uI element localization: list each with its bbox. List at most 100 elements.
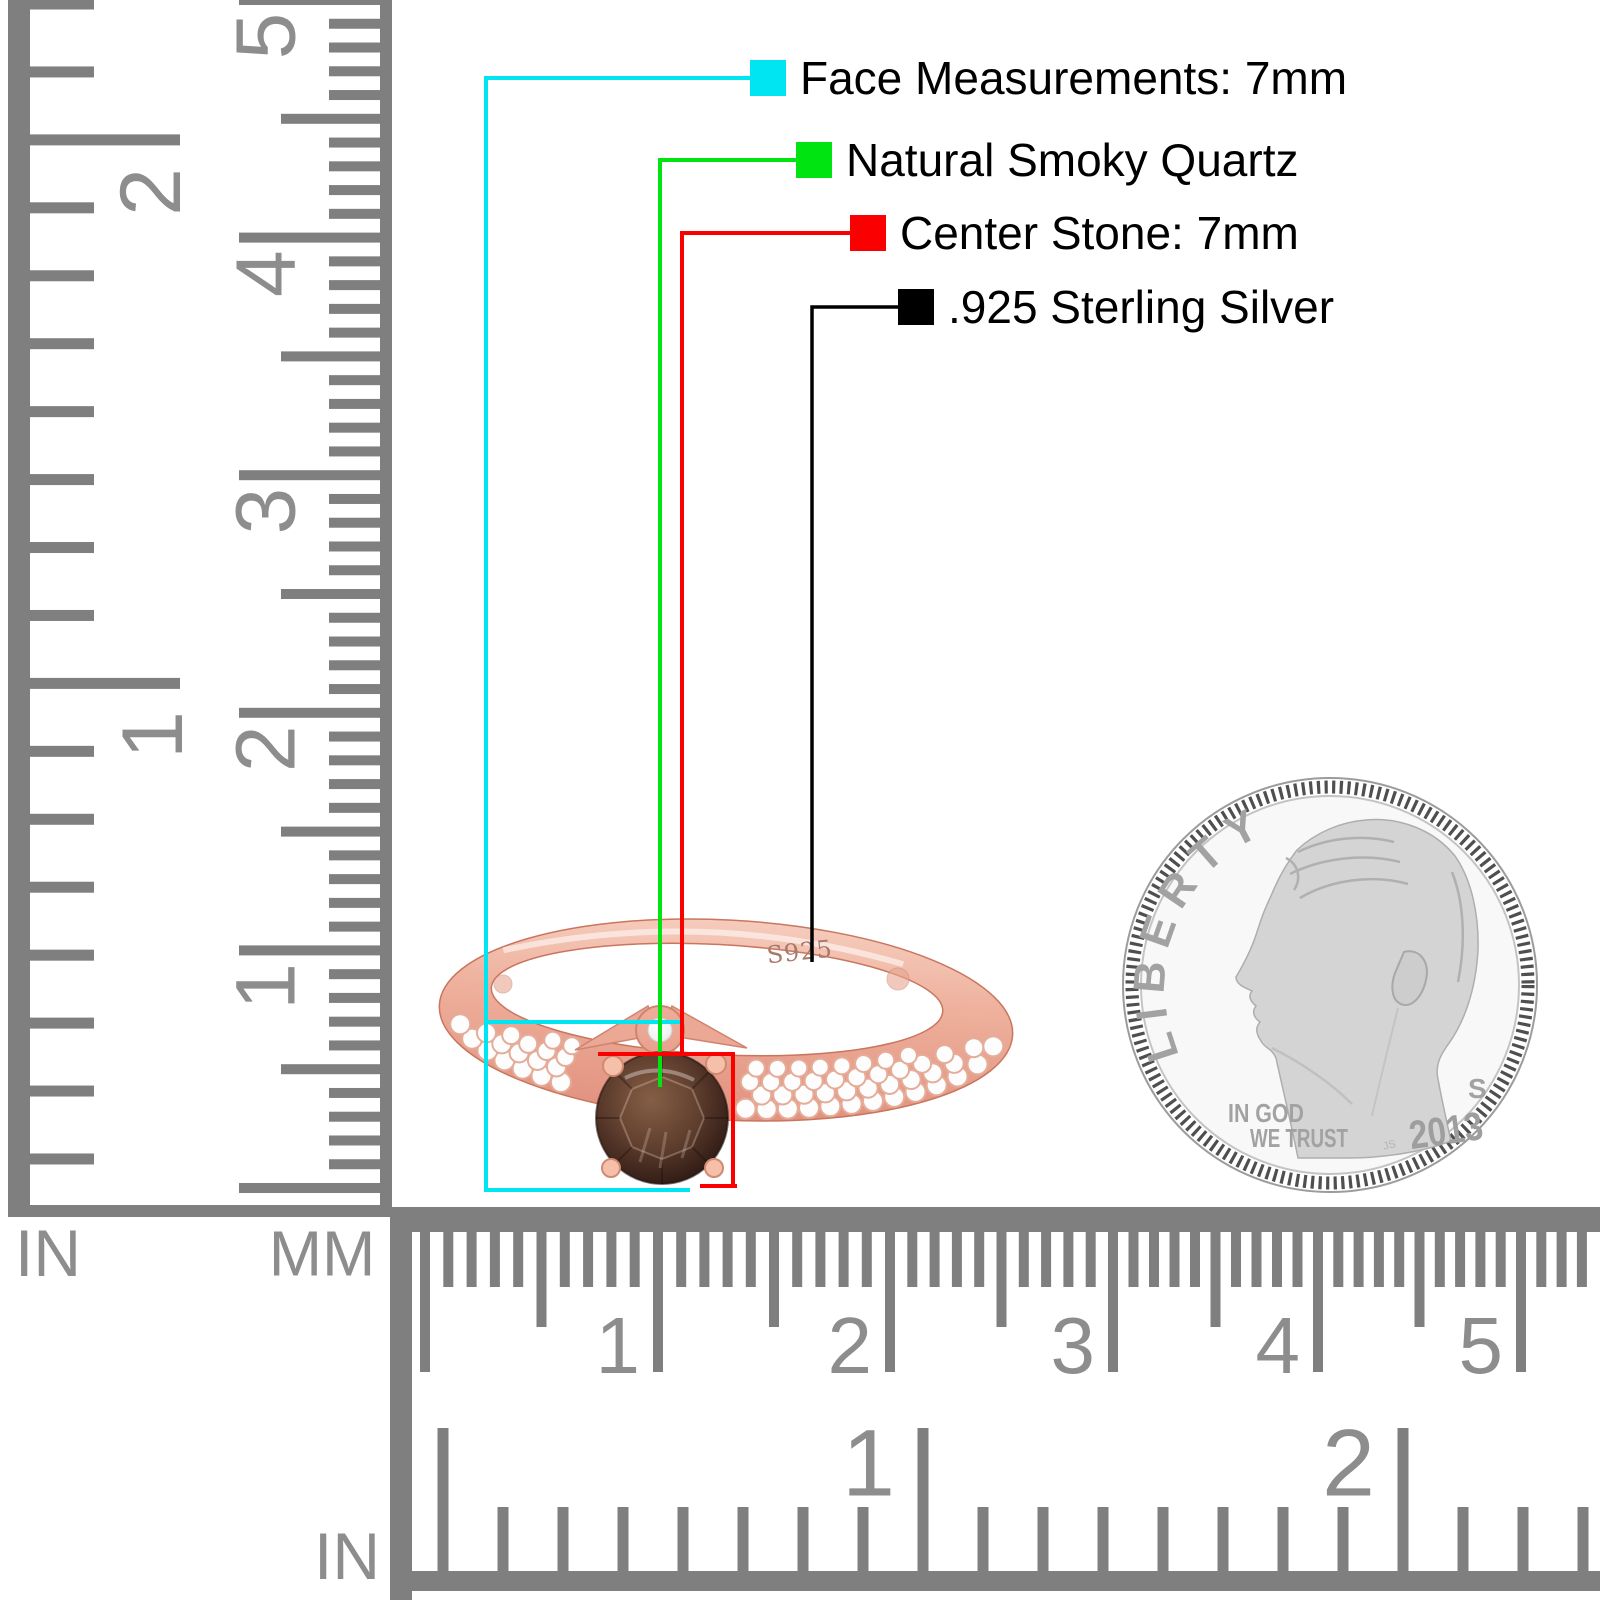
h-mm-tick [676,1232,687,1287]
h-mm-tick [583,1232,594,1287]
h-mm-tick [1475,1232,1486,1287]
pave-stones [449,1013,1005,1121]
v-mm-tick [329,565,380,576]
h-eighthin-tick [557,1507,569,1571]
h-eighthin-tick [1337,1507,1349,1571]
h-mm-tick [606,1232,617,1287]
v-mm-tick [329,375,380,386]
h-eighthin-tick [1457,1507,1469,1571]
callout-line-silver [810,305,898,962]
h-mm-tick [1041,1232,1052,1287]
v-mm-tick [329,256,380,267]
v-mm-tick [329,1087,380,1098]
v-mm-tick [329,874,380,885]
h-unit-inch: IN [314,1519,380,1593]
pave-stone [982,1035,1005,1058]
h-mm-tick [1018,1232,1029,1287]
v-mm-tick [329,897,380,908]
pave-stone [898,1045,918,1065]
coin-reeding [1125,780,1535,1190]
v-mm-tick [329,779,380,790]
stone-facets [596,1052,728,1184]
h-mm-tick [466,1232,477,1287]
band-dimple-right [886,967,910,991]
dime-image: LIBERTY IN GOD WE TRUST S 2013 JS [1122,777,1538,1193]
h-mm-tick [1128,1232,1139,1287]
pave-stone [767,1058,787,1078]
legend-label-quartz: Natural Smoky Quartz [846,134,1298,186]
h-halfcm-tick [769,1232,779,1327]
v-mm-tick [329,1040,380,1051]
v-mm-tick [329,422,380,433]
h-mm-tick [929,1232,940,1287]
h-mm-tick [1292,1232,1303,1287]
v-mm-tick [329,636,380,647]
v-cm-tick [239,945,380,956]
h-inch-label: 1 [842,1410,895,1516]
h-eighthin-tick [1157,1507,1169,1571]
v-mm-tick [329,280,380,291]
pave-stone [890,1059,911,1080]
h-inch-tick [437,1428,449,1571]
pave-stone [543,1030,563,1050]
v-mm-tick [329,1016,380,1027]
h-mm-tick [907,1232,918,1287]
v-halfcm-tick [281,589,380,599]
h-mm-tick [443,1232,454,1287]
v-mm-tick [329,446,380,457]
v-eighth-tick [30,745,94,757]
v-eighth-tick [30,406,94,418]
h-eighthin-tick [1517,1507,1529,1571]
h-eighthin-tick [617,1507,629,1571]
v-mm-tick [329,66,380,77]
v-cm-label: 3 [218,488,312,535]
h-cm-label: 1 [596,1301,641,1390]
v-mm-tick [329,731,380,742]
v-eighth-tick [30,609,94,621]
v-mm-tick [329,517,380,528]
h-cm-label: 3 [1051,1301,1096,1390]
v-eighth-tick [30,1085,94,1097]
h-mm-tick [1455,1232,1466,1287]
stone-sparkle [638,1127,692,1169]
h-eighthin-tick [1217,1507,1229,1571]
h-mm-tick [1536,1232,1547,1287]
legend-swatch-stone [850,215,886,251]
v-cm-tick [239,470,380,481]
v-mm-tick [329,327,380,338]
ring-image: S925 [438,918,1014,1185]
legend-label-silver: .925 Sterling Silver [948,281,1334,333]
v-mm-tick [329,161,380,172]
pave-stone [963,1037,985,1059]
v-mm-tick [329,660,380,671]
legend: Face Measurements: 7mm Natural Smoky Qua… [750,52,1347,333]
h-mm-tick [699,1232,710,1287]
v-mm-tick [329,802,380,813]
v-eighth-tick [30,66,94,78]
h-mm-tick [722,1232,733,1287]
pave-stone [734,1097,757,1120]
v-eighth-tick [30,542,94,554]
h-halfcm-tick [536,1232,547,1327]
ring-band [438,918,1014,1122]
h-mm-tick [1333,1232,1344,1287]
h-eighthin-tick [1097,1507,1109,1571]
callout-lines [484,76,898,1192]
v-mm-tick [329,208,380,219]
v-mm-tick [329,1111,380,1122]
h-mm-tick [1353,1232,1364,1287]
h-mm-tick [1576,1232,1587,1287]
pave-stone [562,1036,582,1056]
pave-stone [934,1044,955,1065]
v-mm-tick [329,992,380,1003]
legend-swatch-silver [898,289,934,325]
h-cm-tick [885,1232,895,1372]
v-eighth-tick [30,881,94,893]
v-cm-label: 1 [218,963,312,1010]
h-mm-tick [974,1232,985,1287]
callout-bracket-stone [598,1052,735,1186]
v-eighth-tick [30,270,94,282]
pave-stone [789,1058,809,1078]
